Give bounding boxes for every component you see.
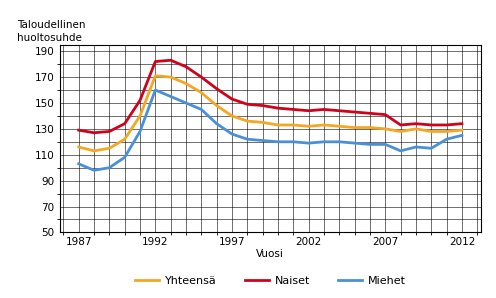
Yhteensä [306,125,311,128]
Naiset [398,123,404,127]
Yhteensä [76,145,82,149]
Naiset [290,108,296,111]
Miehet [352,141,358,145]
Yhteensä [152,74,158,77]
Yhteensä [106,147,112,150]
Miehet [183,101,189,105]
Naiset [352,110,358,114]
Miehet [229,132,235,136]
Miehet [168,95,174,98]
Naiset [260,104,266,107]
Miehet [198,108,204,111]
Line: Naiset: Naiset [79,60,462,133]
Yhteensä [382,127,388,131]
Naiset [459,122,465,125]
Yhteensä [290,123,296,127]
Naiset [122,122,127,125]
Miehet [398,149,404,153]
Yhteensä [91,149,97,153]
Naiset [183,65,189,69]
Miehet [306,141,311,145]
Line: Miehet: Miehet [79,90,462,170]
Naiset [137,99,143,102]
Miehet [152,88,158,92]
Yhteensä [413,127,419,131]
Miehet [321,140,327,144]
Yhteensä [336,125,342,128]
Miehet [429,147,434,150]
Naiset [106,130,112,133]
Miehet [122,156,127,159]
Yhteensä [459,128,465,132]
Miehet [290,140,296,144]
Yhteensä [398,130,404,133]
X-axis label: Vuosi: Vuosi [256,249,284,259]
Yhteensä [443,130,449,133]
Naiset [229,97,235,101]
Yhteensä [168,75,174,79]
Miehet [367,143,373,146]
Naiset [413,122,419,125]
Miehet [76,162,82,166]
Yhteensä [429,130,434,133]
Miehet [214,122,220,125]
Naiset [76,128,82,132]
Naiset [443,123,449,127]
Miehet [106,166,112,170]
Naiset [367,111,373,115]
Naiset [214,87,220,91]
Yhteensä [122,137,127,141]
Miehet [382,143,388,146]
Naiset [91,131,97,134]
Naiset [336,109,342,113]
Yhteensä [275,123,281,127]
Miehet [413,145,419,149]
Miehet [443,137,449,141]
Miehet [137,130,143,133]
Line: Yhteensä: Yhteensä [79,76,462,151]
Yhteensä [183,82,189,85]
Yhteensä [137,114,143,118]
Naiset [245,103,250,106]
Miehet [91,168,97,172]
Yhteensä [198,91,204,94]
Naiset [275,106,281,110]
Miehet [260,139,266,142]
Yhteensä [245,119,250,123]
Naiset [306,109,311,113]
Naiset [152,60,158,63]
Naiset [382,113,388,117]
Yhteensä [229,114,235,118]
Yhteensä [214,104,220,107]
Yhteensä [352,126,358,129]
Naiset [321,108,327,111]
Miehet [459,134,465,137]
Miehet [336,140,342,144]
Text: Taloudellinen
huoltosuhde: Taloudellinen huoltosuhde [17,21,86,43]
Miehet [275,140,281,144]
Yhteensä [260,121,266,124]
Naiset [429,123,434,127]
Miehet [245,137,250,141]
Naiset [198,75,204,79]
Naiset [168,58,174,62]
Yhteensä [321,123,327,127]
Legend: Yhteensä, Naiset, Miehet: Yhteensä, Naiset, Miehet [130,272,410,291]
Yhteensä [367,126,373,129]
